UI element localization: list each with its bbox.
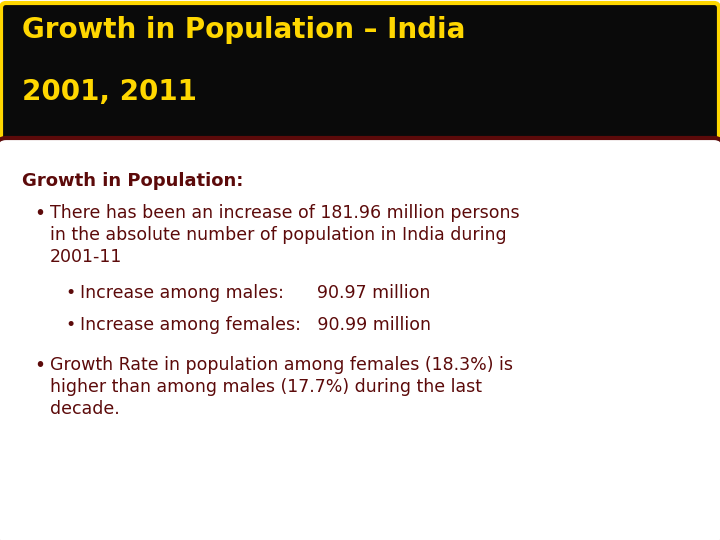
Text: higher than among males (17.7%) during the last: higher than among males (17.7%) during t…	[50, 378, 482, 396]
Text: Growth Rate in population among females (18.3%) is: Growth Rate in population among females …	[50, 356, 513, 374]
Text: 2001-11: 2001-11	[50, 248, 122, 266]
Text: 2001, 2011: 2001, 2011	[22, 78, 197, 106]
Text: Increase among females:   90.99 million: Increase among females: 90.99 million	[80, 316, 431, 334]
Text: There has been an increase of 181.96 million persons: There has been an increase of 181.96 mil…	[50, 204, 520, 222]
Text: •: •	[65, 284, 76, 302]
Text: decade.: decade.	[50, 400, 120, 418]
Text: Increase among males:      90.97 million: Increase among males: 90.97 million	[80, 284, 431, 302]
Text: in the absolute number of population in India during: in the absolute number of population in …	[50, 226, 507, 244]
Text: Growth in Population – India: Growth in Population – India	[22, 16, 465, 44]
Text: •: •	[65, 316, 76, 334]
FancyBboxPatch shape	[0, 138, 720, 540]
FancyBboxPatch shape	[1, 3, 719, 145]
Text: •: •	[34, 356, 45, 375]
Text: Growth in Population:: Growth in Population:	[22, 172, 243, 190]
Text: •: •	[34, 204, 45, 223]
